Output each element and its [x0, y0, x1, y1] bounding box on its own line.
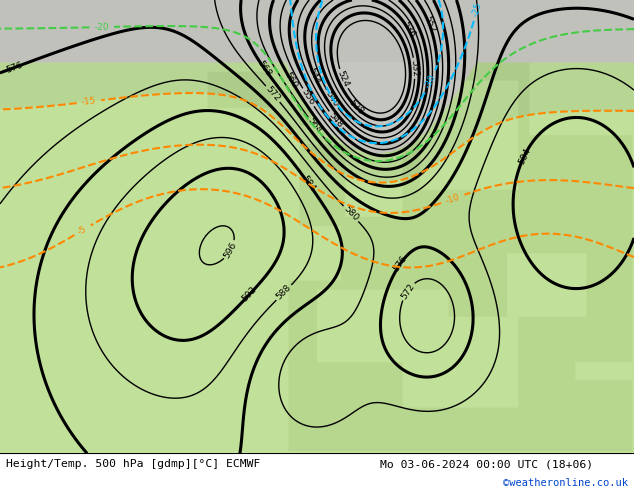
Text: 528: 528 — [347, 98, 365, 116]
Text: Height/Temp. 500 hPa [gdmp][°C] ECMWF: Height/Temp. 500 hPa [gdmp][°C] ECMWF — [6, 459, 261, 469]
Text: 556: 556 — [300, 88, 316, 107]
Text: ©weatheronline.co.uk: ©weatheronline.co.uk — [503, 478, 628, 489]
Text: 572: 572 — [399, 281, 416, 301]
Text: 576: 576 — [392, 254, 409, 273]
Text: 584: 584 — [517, 146, 532, 166]
Text: 588: 588 — [275, 283, 293, 302]
Text: 552: 552 — [422, 15, 437, 34]
Text: 532: 532 — [410, 59, 420, 77]
Text: -10: -10 — [444, 192, 462, 206]
Text: 572: 572 — [264, 85, 281, 103]
Text: 580: 580 — [342, 204, 360, 223]
Text: 536: 536 — [400, 20, 417, 39]
Text: Mo 03-06-2024 00:00 UTC (18+06): Mo 03-06-2024 00:00 UTC (18+06) — [380, 459, 593, 469]
Text: 568: 568 — [256, 59, 273, 78]
Text: 592: 592 — [240, 285, 259, 304]
Text: 548: 548 — [327, 110, 345, 129]
Text: 564: 564 — [306, 116, 323, 135]
Text: 540: 540 — [324, 89, 340, 109]
Text: -20: -20 — [94, 23, 109, 32]
Text: 544: 544 — [307, 66, 322, 85]
Text: 584: 584 — [300, 174, 317, 193]
Text: -15: -15 — [81, 96, 97, 107]
Text: -25: -25 — [471, 1, 484, 17]
Text: -30: -30 — [424, 73, 438, 90]
Text: 596: 596 — [223, 241, 239, 260]
Text: 576: 576 — [4, 60, 24, 75]
Text: 560: 560 — [283, 70, 299, 90]
Text: 524: 524 — [336, 69, 351, 88]
Text: -5: -5 — [77, 224, 89, 236]
